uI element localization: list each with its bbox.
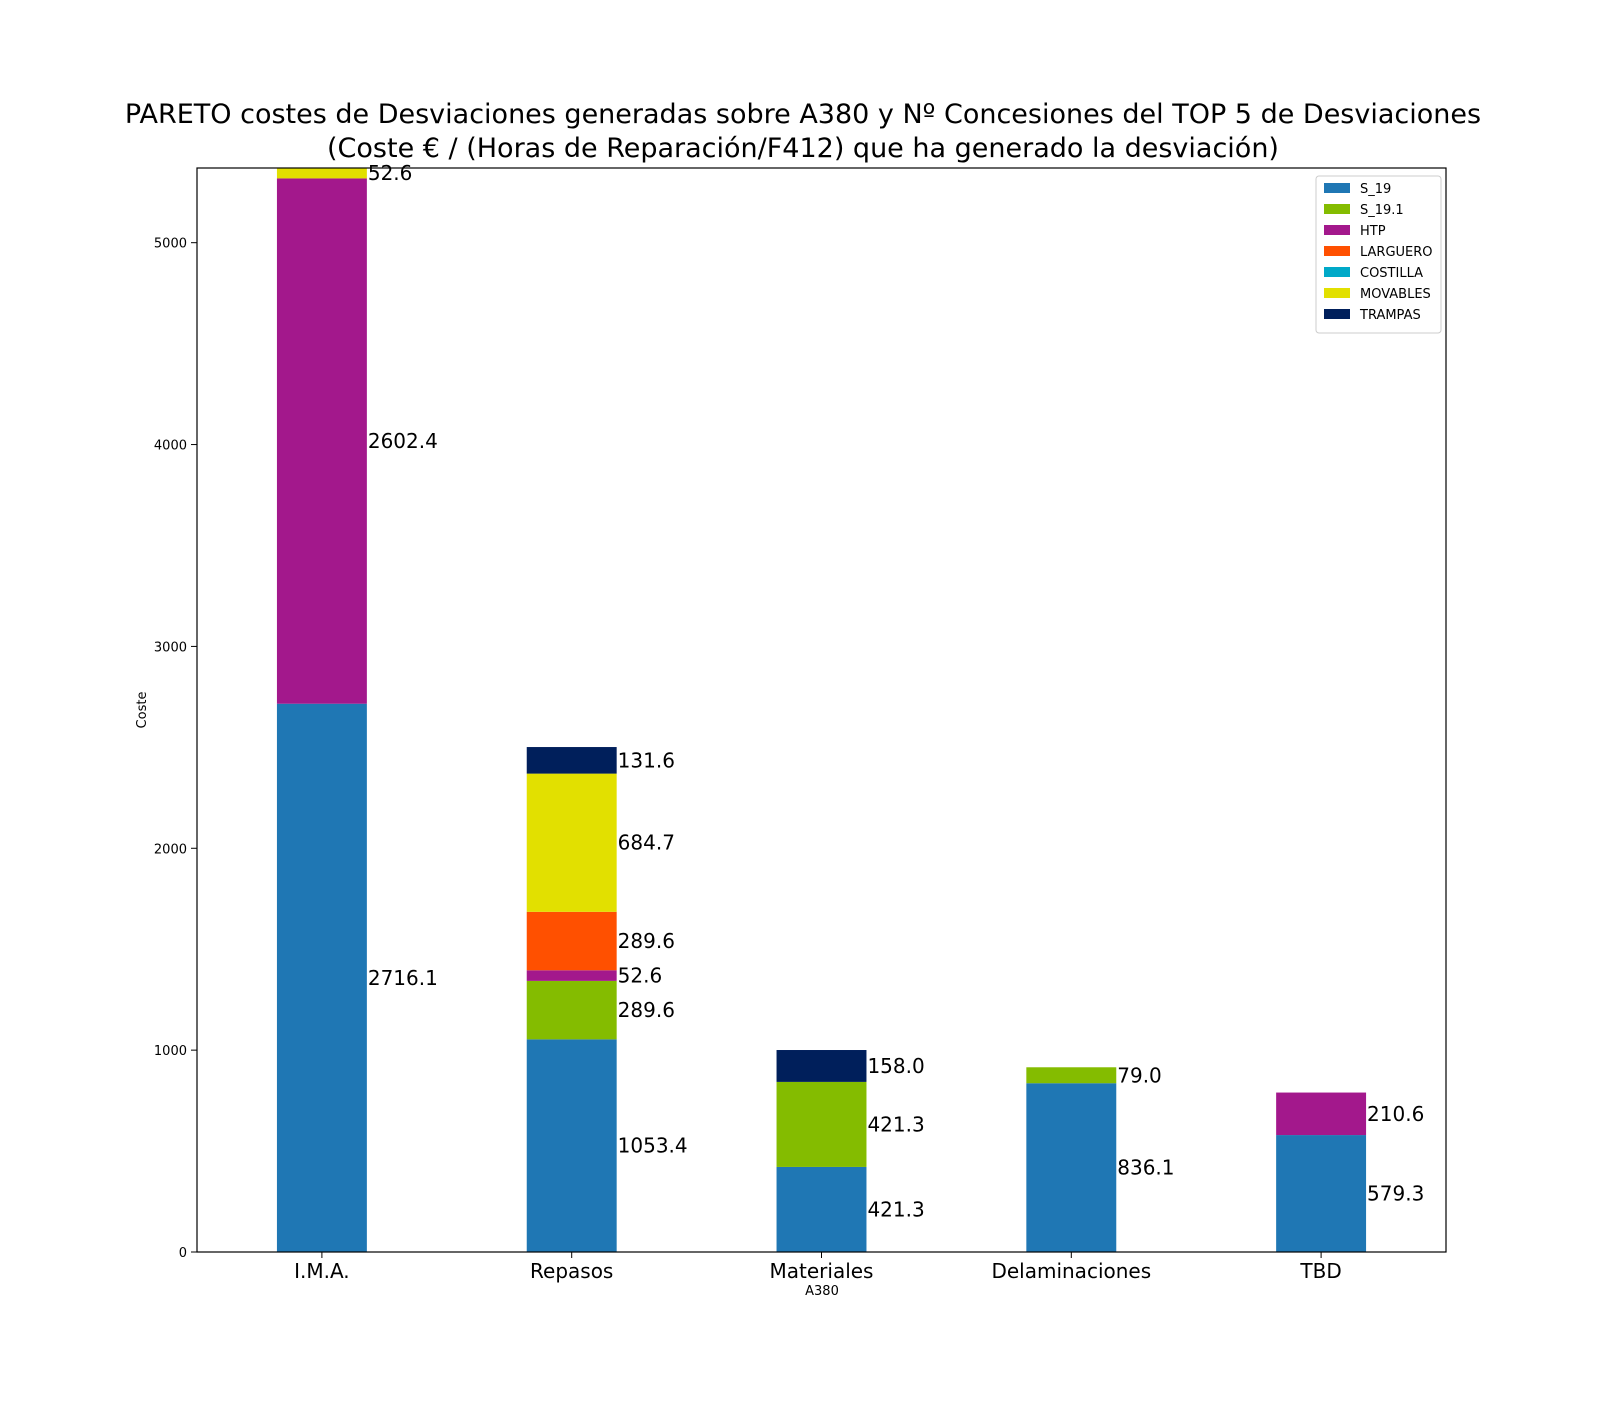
legend-swatch-costilla	[1324, 267, 1350, 277]
bar-repasos-larguero	[526, 911, 617, 971]
bar-repasos-htp	[526, 970, 617, 981]
legend-swatch-trampas	[1324, 309, 1350, 319]
bar-repasos-movables	[526, 773, 617, 912]
bar-materiales-s-19	[776, 1166, 867, 1252]
legend-swatch-s-19-1	[1324, 204, 1350, 214]
x-axis-label: A380	[805, 1284, 839, 1299]
bar-delaminaciones-s-19-1	[1026, 1067, 1117, 1084]
y-tick-label: 0	[179, 1246, 187, 1261]
legend-swatch-s-19	[1324, 183, 1350, 193]
y-tick-label: 2000	[154, 842, 187, 857]
value-label-i-m-a-movables: 52.6	[368, 161, 413, 185]
y-axis-label: Coste	[135, 692, 150, 729]
legend-label-s-19-1: S_19.1	[1360, 203, 1404, 218]
legend-label-costilla: COSTILLA	[1360, 266, 1423, 281]
bar-i-m-a-htp	[276, 178, 367, 704]
x-tick-label-tbd: TBD	[1299, 1259, 1341, 1283]
value-label-repasos-movables: 684.7	[618, 831, 675, 855]
x-tick-label-repasos: Repasos	[530, 1259, 613, 1283]
value-label-materiales-trampas: 158.0	[867, 1054, 924, 1078]
x-tick-label-i-m-a: I.M.A.	[294, 1259, 350, 1283]
x-tick-label-delaminaciones: Delaminaciones	[991, 1259, 1151, 1283]
legend-label-htp: HTP	[1360, 224, 1386, 239]
bar-tbd-s-19	[1276, 1135, 1367, 1252]
value-label-tbd-htp: 210.6	[1367, 1102, 1424, 1126]
legend: S_19 S_19.1 HTP LARGUERO COSTILLA MOVABLES TRA…	[1315, 175, 1442, 334]
bar-delaminaciones-s-19	[1026, 1083, 1117, 1252]
legend-swatch-movables	[1324, 288, 1350, 298]
y-tick-label: 3000	[154, 640, 187, 655]
value-label-materiales-s-19: 421.3	[867, 1197, 924, 1221]
bar-materiales-trampas	[776, 1050, 867, 1082]
bar-repasos-trampas	[526, 747, 617, 774]
bar-i-m-a-movables	[276, 167, 367, 179]
chart-title-line-1: PARETO costes de Desviaciones generadas …	[125, 99, 1481, 130]
legend-label-s-19: S_19	[1360, 182, 1391, 197]
legend-label-trampas: TRAMPAS	[1359, 308, 1421, 323]
value-label-repasos-larguero: 289.6	[618, 929, 675, 953]
legend-swatch-larguero	[1324, 246, 1350, 256]
value-label-repasos-trampas: 131.6	[618, 748, 675, 772]
bar-repasos-s-19-1	[526, 980, 617, 1040]
y-tick-label: 4000	[154, 439, 187, 454]
x-tick-label-materiales: Materiales	[770, 1259, 874, 1283]
value-label-i-m-a-s-19: 2716.1	[368, 966, 438, 990]
value-labels-layer: 2716.1 2602.4 52.6 1053.4 289.6 52.6 289.6 684.…	[368, 161, 1424, 1221]
legend-swatch-htp	[1324, 225, 1350, 235]
value-label-repasos-htp: 52.6	[618, 964, 663, 988]
value-label-i-m-a-htp: 2602.4	[368, 429, 438, 453]
legend-label-movables: MOVABLES	[1360, 287, 1431, 302]
legend-label-larguero: LARGUERO	[1360, 245, 1433, 260]
value-label-repasos-s-19: 1053.4	[618, 1134, 688, 1158]
value-label-delaminaciones-s-19: 836.1	[1117, 1156, 1174, 1180]
chart-title-line-2: (Coste € / (Horas de Reparación/F412) qu…	[327, 133, 1279, 164]
bar-repasos-s-19	[526, 1039, 617, 1252]
y-tick-label: 5000	[154, 237, 187, 252]
y-tick-label: 1000	[154, 1044, 187, 1059]
value-label-delaminaciones-s-19-1: 79.0	[1117, 1063, 1162, 1087]
bar-materiales-s-19-1	[776, 1081, 867, 1167]
value-label-materiales-s-19-1: 421.3	[867, 1112, 924, 1136]
bar-tbd-htp	[1276, 1092, 1367, 1136]
x-axis: I.M.A. Repasos Materiales Delaminaciones TBD	[294, 1252, 1342, 1283]
y-axis: 0 1000 2000 3000 4000 5000	[154, 237, 197, 1261]
value-label-repasos-s-19-1: 289.6	[618, 998, 675, 1022]
bars-layer	[276, 167, 1367, 1252]
bar-i-m-a-s-19	[276, 703, 367, 1252]
value-label-tbd-s-19: 579.3	[1367, 1182, 1424, 1206]
